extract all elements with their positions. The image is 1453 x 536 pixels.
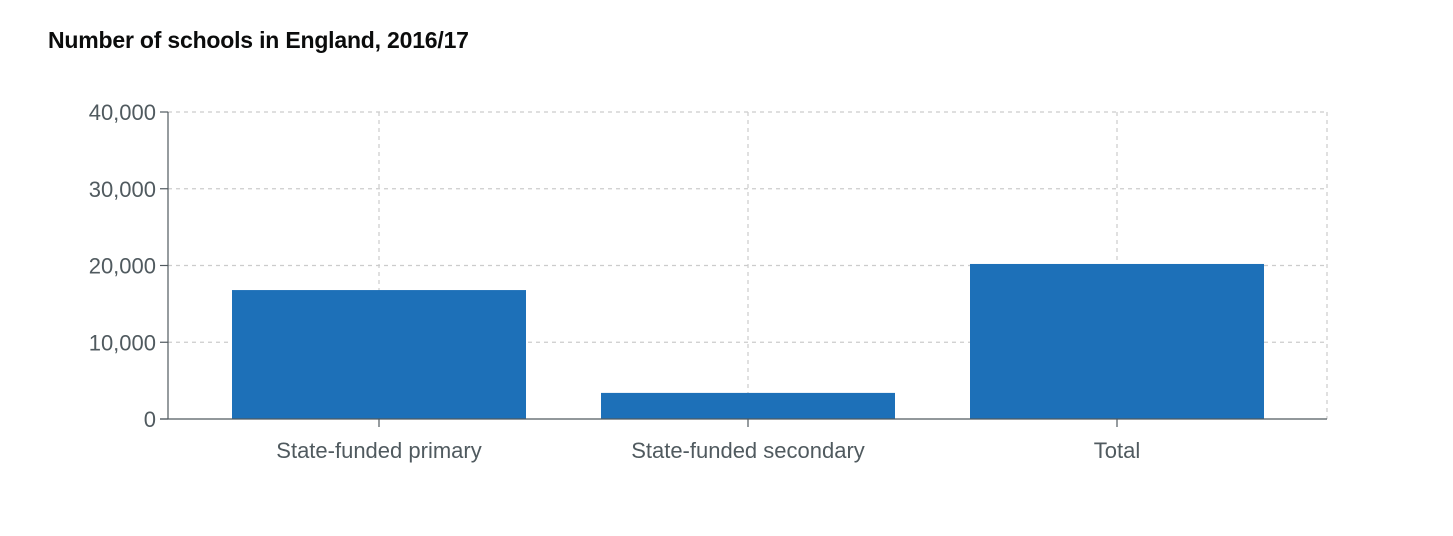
axes bbox=[160, 111, 1327, 427]
labels: 0 10,000 20,000 30,000 40,000 State-funded pr… bbox=[89, 100, 1141, 463]
y-tick-label: 20,000 bbox=[89, 254, 156, 279]
bar-state-funded-secondary bbox=[601, 392, 895, 419]
bar-total bbox=[970, 263, 1264, 419]
x-tick-label: Total bbox=[1094, 438, 1140, 463]
y-tick-label: 10,000 bbox=[89, 330, 156, 355]
bars bbox=[232, 263, 1264, 419]
chart-title: Number of schools in England, 2016/17 bbox=[48, 27, 469, 53]
y-tick-label: 30,000 bbox=[89, 177, 156, 202]
bar-state-funded-primary bbox=[232, 290, 526, 419]
y-tick-label: 0 bbox=[144, 407, 156, 432]
x-tick-label: State-funded primary bbox=[276, 438, 481, 463]
y-tick-label: 40,000 bbox=[89, 100, 156, 125]
x-tick-label: State-funded secondary bbox=[631, 438, 865, 463]
